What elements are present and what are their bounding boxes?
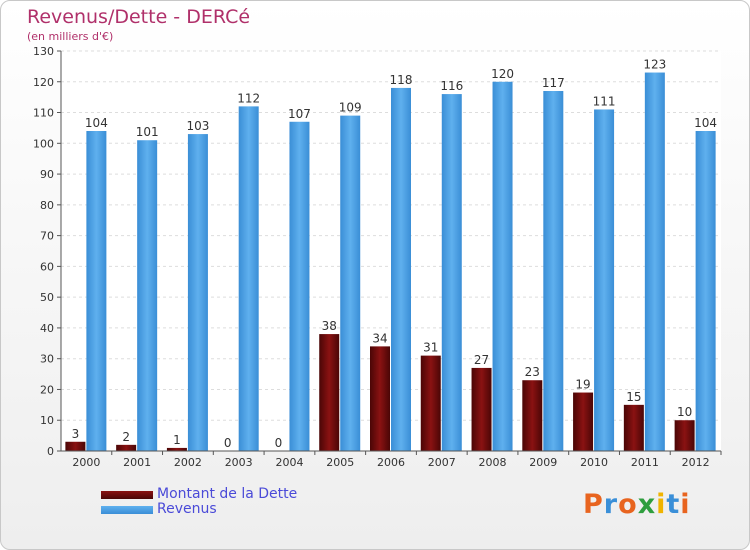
y-tick-label: 60: [40, 260, 54, 273]
x-tick-label: 2012: [682, 456, 710, 469]
y-tick-label: 10: [40, 414, 54, 427]
bar-dette: [370, 346, 390, 451]
data-label-dette: 3: [72, 427, 80, 441]
bar-revenus: [441, 94, 462, 452]
data-label-revenus: 120: [491, 67, 514, 81]
y-tick-label: 110: [33, 107, 54, 120]
y-tick-label: 100: [33, 137, 54, 150]
y-tick-label: 50: [40, 291, 54, 304]
bar-revenus: [187, 134, 208, 452]
bar-revenus: [695, 131, 716, 451]
data-label-revenus: 111: [593, 94, 616, 108]
x-tick-label: 2008: [479, 456, 507, 469]
brand-letter: t: [666, 489, 681, 520]
data-label-revenus: 112: [237, 91, 260, 105]
brand-letter: i: [656, 489, 667, 520]
brand-letter: x: [637, 489, 657, 520]
y-tick-label: 40: [40, 322, 54, 335]
data-label-dette: 1: [173, 433, 181, 447]
x-tick-label: 2004: [275, 456, 303, 469]
data-label-revenus: 107: [288, 107, 311, 121]
brand-logo: Proxiti: [583, 489, 691, 520]
data-label-revenus: 104: [694, 116, 717, 130]
x-tick-label: 2005: [326, 456, 354, 469]
y-tick-label: 30: [40, 353, 54, 366]
x-tick-label: 2007: [428, 456, 456, 469]
y-tick-label: 70: [40, 230, 54, 243]
bar-dette: [674, 420, 695, 451]
bar-revenus: [340, 115, 361, 451]
bar-revenus: [289, 121, 310, 452]
bar-revenus: [238, 106, 259, 451]
data-label-dette: 10: [677, 405, 692, 419]
x-tick-label: 2009: [529, 456, 557, 469]
data-label-revenus: 123: [643, 58, 666, 72]
data-label-dette: 0: [275, 436, 283, 450]
data-label-dette: 15: [626, 390, 641, 404]
bar-dette: [420, 355, 441, 451]
bar-revenus: [594, 109, 615, 451]
chart-subtitle: (en milliers d'€): [27, 30, 114, 43]
data-label-dette: 23: [525, 365, 540, 379]
data-label-revenus: 101: [136, 125, 159, 139]
bar-dette: [623, 404, 644, 451]
legend-label-revenus: Revenus: [157, 501, 217, 517]
data-label-revenus: 103: [186, 119, 209, 133]
y-tick-label: 0: [47, 445, 54, 458]
bar-revenus: [644, 72, 665, 452]
data-label-dette: 0: [224, 436, 232, 450]
data-label-dette: 27: [474, 353, 489, 367]
bar-revenus: [492, 81, 513, 452]
data-label-dette: 19: [575, 378, 590, 392]
y-tick-label: 20: [40, 383, 54, 396]
data-label-dette: 34: [372, 331, 387, 345]
x-tick-labels: 2000 2001 2002 2003 2004 2005 2006 2007 2008 2009…: [72, 456, 709, 469]
legend-label-debt: Montant de la Dette: [157, 486, 298, 502]
bar-dette: [166, 447, 187, 451]
brand-letter: r: [603, 489, 619, 520]
brand-letter: o: [618, 489, 638, 520]
x-tick-label: 2003: [225, 456, 253, 469]
x-tick-label: 2010: [580, 456, 608, 469]
y-tick-labels: 0 10 20 30 40 50 60 70 80 90 100 110 120 130: [33, 45, 54, 458]
axes: [57, 50, 722, 455]
data-label-revenus: 116: [440, 79, 463, 93]
bar-dette: [116, 444, 137, 451]
x-tick-label: 2002: [174, 456, 202, 469]
bar-revenus: [137, 140, 158, 451]
data-label-dette: 38: [322, 319, 337, 333]
legend-swatch-debt: [101, 491, 153, 499]
data-label-revenus: 104: [85, 116, 108, 130]
data-label-revenus: 109: [339, 101, 362, 115]
x-tick-label: 2006: [377, 456, 405, 469]
y-tick-label: 80: [40, 199, 54, 212]
x-tick-label: 2011: [631, 456, 659, 469]
bar-dette: [573, 392, 594, 451]
bar-revenus: [86, 131, 107, 451]
brand-letter: i: [680, 489, 691, 520]
bar-dette: [319, 334, 340, 451]
legend-swatch-revenus: [101, 506, 153, 514]
brand-letter: P: [583, 489, 604, 520]
x-tick-label: 2000: [72, 456, 100, 469]
x-tick-label: 2001: [123, 456, 151, 469]
y-tick-label: 120: [33, 76, 54, 89]
data-label-dette: 31: [423, 341, 438, 355]
chart-title: Revenus/Dette - DERCé: [27, 6, 251, 28]
data-label-revenus: 117: [542, 76, 565, 90]
bars: 3 104 2 101 1 103 0 112 0 107 38 109 34 118 31 116 27 120…: [65, 58, 717, 452]
y-tick-label: 130: [33, 45, 54, 58]
y-tick-label: 90: [40, 168, 54, 181]
bar-dette: [522, 380, 543, 451]
bar-dette: [65, 441, 86, 451]
bar-revenus: [391, 87, 411, 451]
data-label-revenus: 118: [390, 73, 413, 87]
bar-dette: [471, 367, 492, 451]
data-label-dette: 2: [122, 430, 130, 444]
bar-revenus: [543, 91, 564, 451]
